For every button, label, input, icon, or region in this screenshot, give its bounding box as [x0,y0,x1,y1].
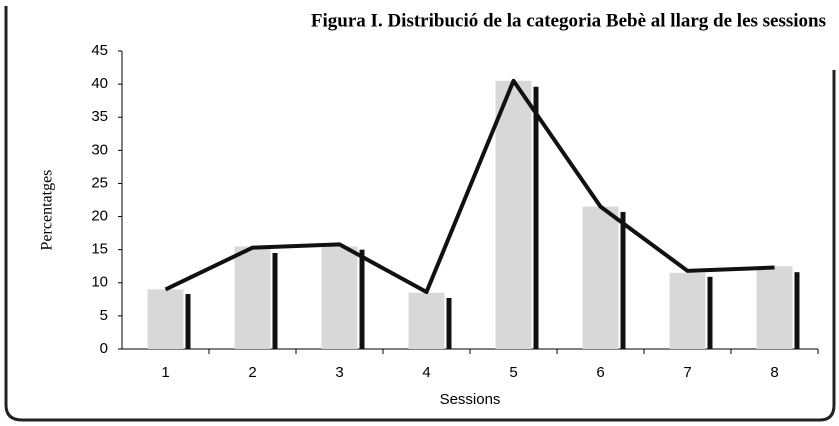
bar [582,206,619,349]
bar [234,246,271,349]
y-tick-label: 20 [91,208,108,225]
bar [147,289,184,349]
thin-bar [794,272,800,349]
y-tick-label: 25 [91,174,108,191]
thin-bar [707,276,713,349]
thin-bar [359,249,365,349]
x-tick-label: 5 [509,364,517,381]
y-tick-label: 35 [91,108,108,125]
chart-title: Figura I. Distribució de la categoria Be… [311,10,826,31]
y-tick-label: 30 [91,141,108,158]
y-tick-label: 15 [91,241,108,258]
y-tick-label: 45 [91,42,108,59]
y-tick-label: 5 [100,307,108,324]
x-tick-label: 8 [770,364,778,381]
x-tick-label: 4 [422,364,430,381]
x-tick-label: 7 [683,364,691,381]
thin-bar [533,86,539,349]
bar [495,80,532,350]
x-tick-label: 3 [335,364,343,381]
bar [669,272,706,349]
thin-bar [446,298,452,349]
thin-bar [272,252,278,349]
bar [321,246,358,349]
thin-bar [620,211,626,349]
y-tick-label: 10 [91,274,108,291]
x-tick-label: 2 [248,364,256,381]
frame [4,6,836,422]
y-tick-label: 0 [100,340,108,357]
line [164,78,775,295]
bar [408,292,445,349]
bar [756,266,793,349]
x-axis-label: Sessions [440,391,501,408]
y-tick-label: 40 [91,75,108,92]
thin-bar [185,294,191,349]
y-axis-label: Percentatges [39,170,56,251]
x-tick-label: 1 [161,364,169,381]
x-tick-label: 6 [596,364,604,381]
